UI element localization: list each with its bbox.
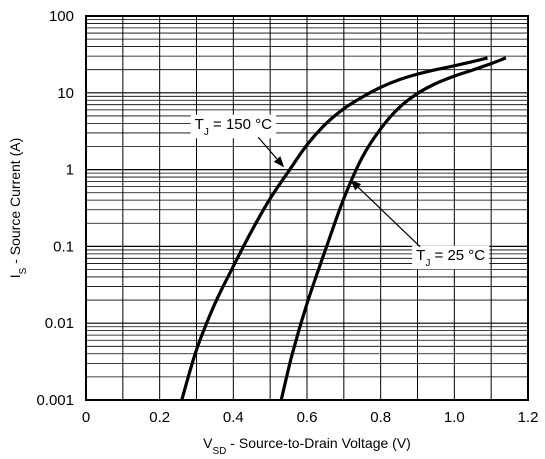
x-axis-label: VSD - Source-to-Drain Voltage (V) (203, 435, 411, 457)
y-axis-label: IS - Source Current (A) (7, 138, 29, 279)
x-tick-label: 0.4 (223, 409, 244, 426)
x-tick-label: 0.8 (370, 409, 391, 426)
label-main: T (416, 247, 425, 264)
label-rest: = 25 °C (430, 247, 485, 264)
series-label-text: TJ = 150 °C (195, 116, 272, 138)
y-tick-label: 0.1 (53, 238, 74, 255)
x-tick-label: 0.6 (297, 409, 318, 426)
plot-frame (85, 15, 529, 401)
series-line-1 (279, 56, 507, 401)
series-label-0: TJ = 150 °C (190, 114, 285, 168)
x-tick-label: 0 (82, 409, 90, 426)
label-rest: = 150 °C (209, 116, 272, 133)
y-axis-label-rest: - Source Current (A) (7, 138, 23, 268)
annotation-arrow (257, 136, 285, 168)
label-background (412, 245, 490, 270)
y-axis-label-main: I (7, 274, 23, 278)
annotations: TJ = 150 °CTJ = 25 °C (190, 114, 490, 270)
x-axis-label-rest: - Source-to-Drain Voltage (V) (226, 435, 410, 451)
y-tick-label: 1 (66, 162, 74, 179)
x-axis-label-sub: SD (213, 446, 227, 457)
series-line-0 (180, 56, 488, 401)
series-label-1: TJ = 25 °C (350, 179, 490, 270)
grid (86, 16, 528, 400)
x-tick-label: 1.0 (444, 409, 465, 426)
series-label-text: TJ = 25 °C (416, 247, 485, 269)
tick-labels: 0 0.2 0.4 0.6 0.8 1.0 1.2 0.001 0.01 0.1 1 10 100 (36, 8, 538, 426)
y-tick-label: 0.01 (45, 315, 74, 332)
label-background (190, 114, 277, 139)
label-main: T (195, 116, 204, 133)
x-axis-label-main: V (203, 435, 213, 451)
y-tick-label: 100 (49, 8, 74, 25)
x-tick-label: 1.2 (518, 409, 539, 426)
series-layer (180, 56, 507, 401)
y-axis-label-sub: S (18, 267, 29, 274)
y-tick-label: 10 (57, 85, 74, 102)
y-tick-label: 0.001 (36, 392, 74, 409)
label-sub: J (425, 257, 430, 268)
annotation-arrow (350, 179, 421, 248)
label-sub: J (204, 126, 209, 137)
x-tick-label: 0.2 (149, 409, 170, 426)
